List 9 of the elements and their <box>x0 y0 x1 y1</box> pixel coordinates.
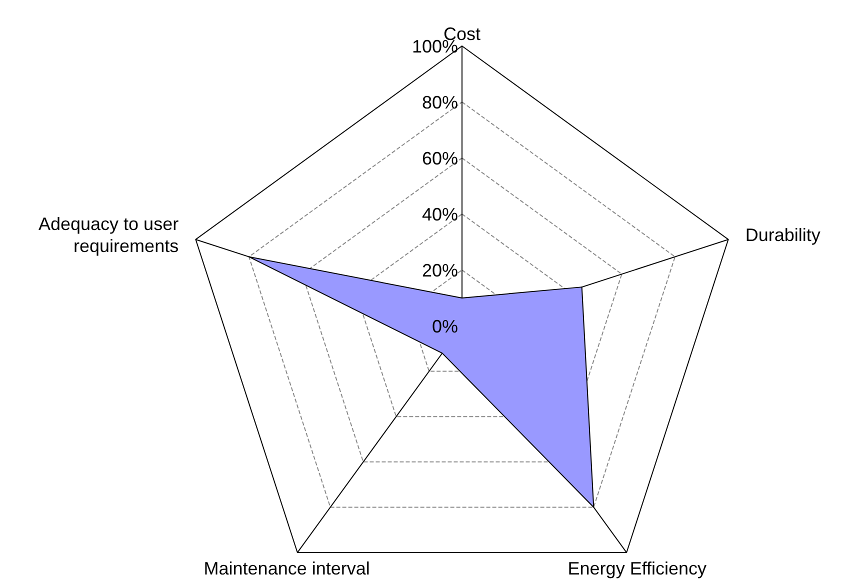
spoke-label: Energy Efficiency <box>568 558 707 579</box>
spoke-label: Maintenance interval <box>204 558 370 579</box>
spoke-label: Adequacy to user requirements <box>38 214 179 256</box>
y-tick-label: 20% <box>422 260 458 280</box>
y-tick-label: 80% <box>422 92 458 112</box>
y-tick-label: 0% <box>432 316 458 336</box>
y-tick-label: 40% <box>422 204 458 224</box>
y-tick-label: 60% <box>422 148 458 168</box>
spoke-label: Durability <box>745 225 820 246</box>
